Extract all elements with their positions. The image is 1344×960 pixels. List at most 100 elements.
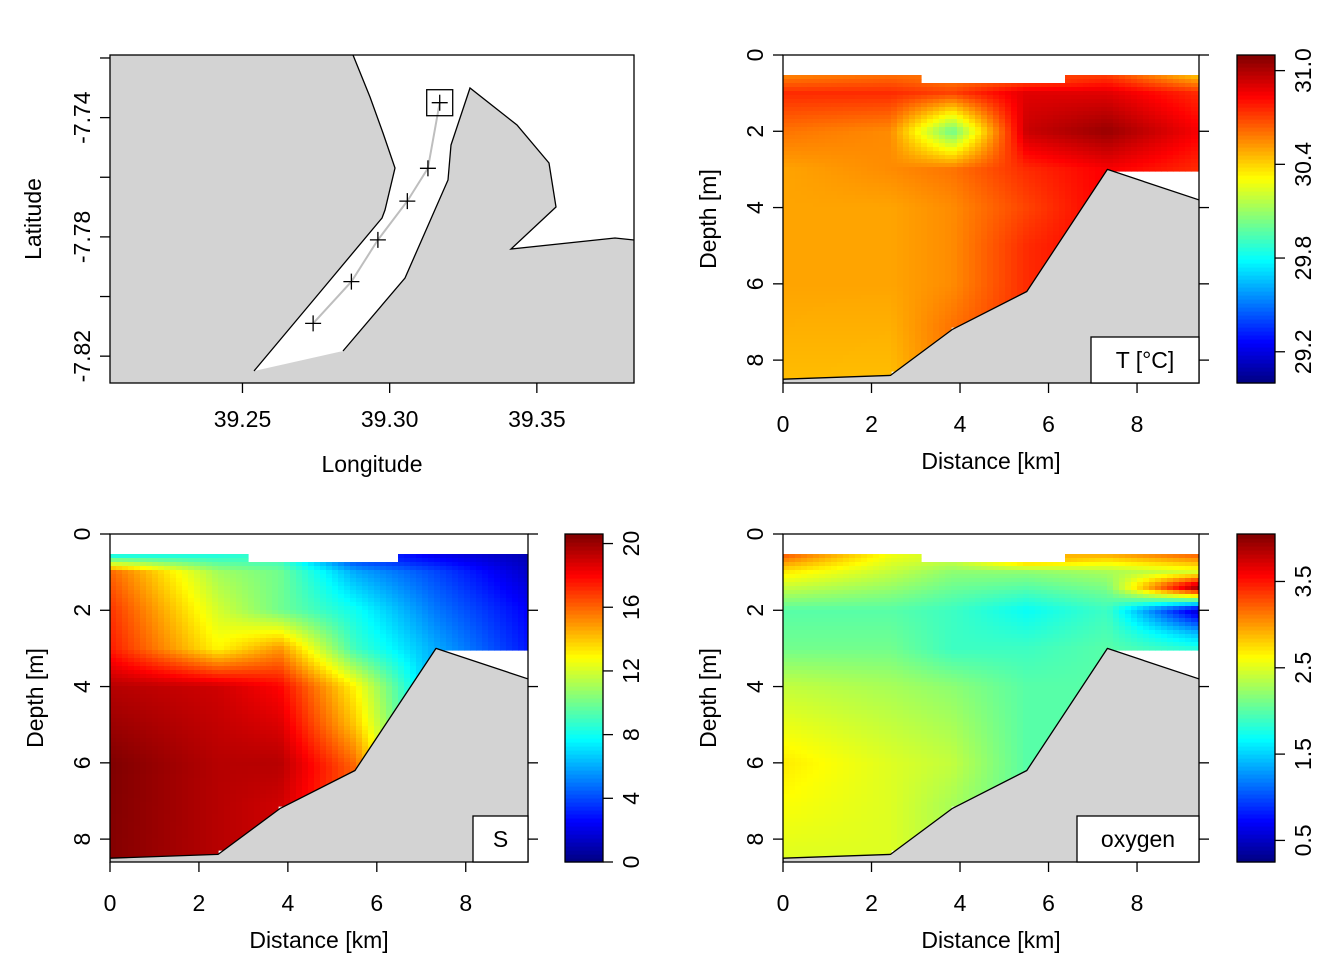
x-tick-label: 2 — [193, 890, 206, 916]
station-track-line — [312, 102, 441, 325]
section-x-axis: 0 2 4 6 8 Distance [km] — [777, 383, 1144, 474]
section-y-axis: 0 2 4 6 8 Depth [m] — [22, 528, 110, 846]
map-x-tick-label: 39.25 — [214, 406, 272, 432]
station-marker — [419, 160, 436, 177]
section-frame — [109, 533, 529, 863]
map-y-tick-label: -7.74 — [69, 91, 95, 144]
x-tick-label: 4 — [281, 890, 294, 916]
x-tick-label: 4 — [954, 411, 967, 437]
map-coastline-east — [342, 86, 634, 352]
oxygen-section-panel: oxygen 0 2 4 6 8 Distance [km] 0 2 4 6 8 Depth [m] 0.… — [695, 528, 1316, 953]
colorbar-tick-label: 2.5 — [1290, 652, 1316, 684]
x-tick-label: 6 — [1042, 411, 1055, 437]
section-x-axis-label: Distance [km] — [921, 448, 1060, 474]
x-tick-label: 0 — [777, 890, 790, 916]
temperature-section-panel: T [°C] 0 2 4 6 8 Distance [km] 0 2 4 6 8 Depth [m] 29… — [695, 48, 1316, 474]
y-tick-label: 8 — [742, 833, 768, 846]
section-y-axis: 0 2 4 6 8 Depth [m] — [695, 49, 783, 367]
map-y-tick-label: -7.78 — [69, 211, 95, 263]
colorbar-tick-label: 0 — [618, 856, 644, 869]
section-x-axis-label: Distance [km] — [249, 927, 388, 953]
x-tick-label: 8 — [459, 890, 472, 916]
map-y-tick-label: -7.82 — [69, 330, 95, 382]
section-y-axis-label: Depth [m] — [22, 648, 48, 748]
colorbar-tick-label: 8 — [618, 728, 644, 741]
colorbar: 0 4 8 12 16 20 — [564, 531, 644, 869]
colorbar-tick-label: 29.2 — [1290, 329, 1316, 374]
y-tick-label: 4 — [742, 680, 768, 693]
map-x-tick-label: 39.35 — [508, 406, 566, 432]
map-coastline-west — [253, 55, 396, 372]
x-tick-label: 0 — [104, 890, 117, 916]
station-marker — [431, 94, 448, 111]
y-tick-label: 8 — [69, 833, 95, 846]
station-marker — [343, 273, 360, 290]
bottom-topography — [110, 647, 528, 862]
y-tick-label: 4 — [69, 680, 95, 693]
map-x-axis-label: Longitude — [321, 451, 422, 477]
section-x-axis-label: Distance [km] — [921, 927, 1060, 953]
colorbar-tick-label: 16 — [618, 594, 644, 620]
y-tick-label: 2 — [742, 604, 768, 617]
colorbar-tick-label: 0.5 — [1290, 824, 1316, 856]
section-legend-label: S — [493, 826, 508, 852]
y-tick-label: 0 — [69, 528, 95, 541]
station-marker — [369, 231, 386, 248]
section-frame — [782, 533, 1200, 863]
section-right-ticks — [528, 533, 538, 840]
colorbar-tick-label: 20 — [618, 531, 644, 557]
map-water-channel — [254, 55, 634, 371]
y-tick-label: 4 — [742, 201, 768, 214]
y-tick-label: 0 — [742, 49, 768, 62]
station-markers — [305, 89, 454, 332]
start-station-square — [426, 89, 454, 117]
colorbar-tick-label: 12 — [618, 658, 644, 684]
station-marker — [399, 193, 416, 210]
map-y-axis: -7.74 -7.78 -7.82 — [69, 57, 110, 382]
colorbar-tick-label: 29.8 — [1290, 236, 1316, 281]
map-panel: 39.25 39.30 39.35 -7.74 -7.78 -7.82 Longitud… — [20, 54, 635, 477]
colorbar-tick-label: 3.5 — [1290, 565, 1316, 597]
station-marker — [305, 315, 322, 332]
section-legend-label: oxygen — [1101, 826, 1175, 852]
section-right-ticks — [1199, 533, 1209, 840]
section-x-axis: 0 2 4 6 8 Distance [km] — [777, 862, 1144, 953]
y-tick-label: 2 — [69, 604, 95, 617]
bottom-topography — [783, 168, 1199, 383]
section-legend: S — [472, 815, 529, 863]
colorbar-tick-label: 31.0 — [1290, 48, 1316, 93]
section-legend-label: T [°C] — [1116, 347, 1175, 373]
bottom-topography — [783, 647, 1199, 862]
x-tick-label: 2 — [865, 890, 878, 916]
y-tick-label: 2 — [742, 125, 768, 138]
section-legend: oxygen — [1076, 815, 1200, 863]
x-tick-label: 0 — [777, 411, 790, 437]
map-x-tick-label: 39.30 — [361, 406, 419, 432]
section-y-axis-label: Depth [m] — [695, 648, 721, 748]
x-tick-label: 6 — [1042, 890, 1055, 916]
x-tick-label: 2 — [865, 411, 878, 437]
y-tick-label: 8 — [742, 354, 768, 367]
colorbar: 29.2 29.8 30.4 31.0 — [1236, 48, 1316, 384]
section-legend: T [°C] — [1090, 336, 1200, 384]
y-tick-label: 6 — [69, 756, 95, 769]
colorbar: 0.5 1.5 2.5 3.5 — [1236, 533, 1316, 863]
section-x-axis: 0 2 4 6 8 Distance [km] — [104, 862, 472, 953]
section-right-ticks — [1199, 54, 1209, 361]
x-tick-label: 8 — [1131, 890, 1144, 916]
colorbar-tick-label: 30.4 — [1290, 142, 1316, 187]
section-frame — [782, 54, 1200, 384]
y-tick-label: 6 — [742, 277, 768, 290]
colorbar-tick-label: 4 — [618, 792, 644, 805]
section-y-axis: 0 2 4 6 8 Depth [m] — [695, 528, 783, 846]
salinity-section-panel: S 0 2 4 6 8 Distance [km] 0 2 4 6 8 Depth [m] 0 4 8 12 16… — [22, 528, 644, 953]
x-tick-label: 4 — [954, 890, 967, 916]
map-x-axis: 39.25 39.30 39.35 — [214, 383, 566, 432]
section-y-axis-label: Depth [m] — [695, 169, 721, 269]
x-tick-label: 6 — [370, 890, 383, 916]
x-tick-label: 8 — [1131, 411, 1144, 437]
colorbar-tick-label: 1.5 — [1290, 738, 1316, 770]
map-frame — [109, 54, 635, 384]
y-tick-label: 6 — [742, 756, 768, 769]
